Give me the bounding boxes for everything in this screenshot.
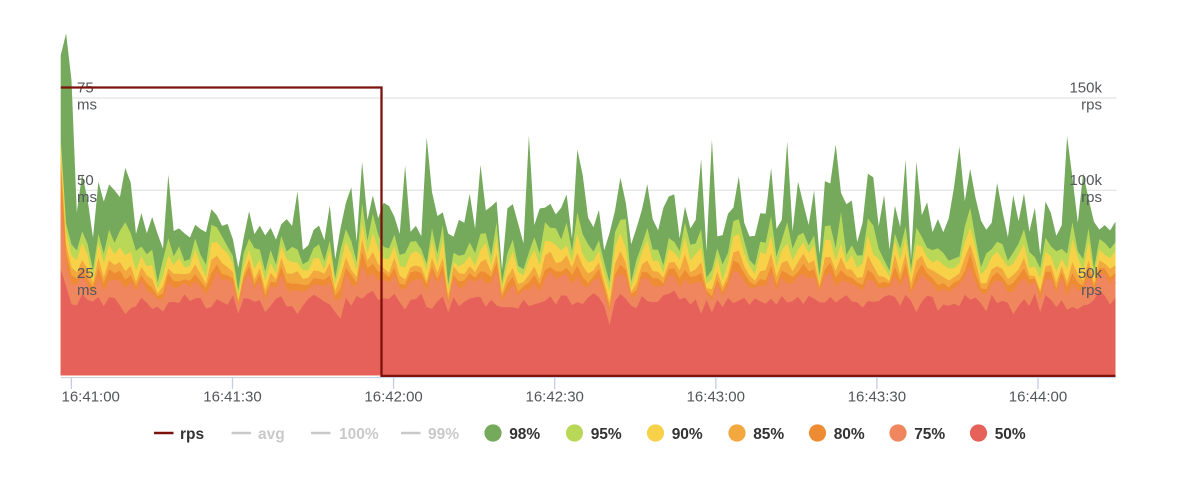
svg-text:75%: 75% — [914, 426, 945, 443]
svg-text:95%: 95% — [591, 426, 622, 443]
svg-text:98%: 98% — [509, 426, 540, 443]
svg-text:16:44:00: 16:44:00 — [1009, 389, 1067, 406]
svg-text:16:41:30: 16:41:30 — [203, 389, 261, 406]
svg-text:rps: rps — [1081, 189, 1102, 206]
svg-text:50%: 50% — [995, 426, 1026, 443]
svg-text:rps: rps — [1081, 282, 1102, 299]
svg-text:90%: 90% — [672, 426, 703, 443]
svg-text:85%: 85% — [753, 426, 784, 443]
svg-text:100%: 100% — [339, 426, 379, 443]
svg-text:16:41:00: 16:41:00 — [62, 389, 120, 406]
svg-text:100k: 100k — [1069, 172, 1102, 189]
svg-text:150k: 150k — [1069, 80, 1102, 97]
svg-text:16:43:00: 16:43:00 — [687, 389, 745, 406]
svg-text:99%: 99% — [428, 426, 459, 443]
svg-text:ms: ms — [77, 97, 97, 114]
svg-text:80%: 80% — [834, 426, 865, 443]
svg-text:ms: ms — [77, 189, 97, 206]
svg-text:rps: rps — [1081, 97, 1102, 114]
svg-text:50k: 50k — [1078, 265, 1103, 282]
svg-text:16:42:30: 16:42:30 — [526, 389, 584, 406]
svg-text:avg: avg — [258, 426, 285, 443]
svg-text:25: 25 — [77, 265, 94, 282]
svg-text:16:42:00: 16:42:00 — [364, 389, 422, 406]
svg-text:ms: ms — [77, 282, 97, 299]
svg-text:rps: rps — [180, 426, 204, 443]
svg-text:16:43:30: 16:43:30 — [848, 389, 906, 406]
svg-text:50: 50 — [77, 172, 94, 189]
